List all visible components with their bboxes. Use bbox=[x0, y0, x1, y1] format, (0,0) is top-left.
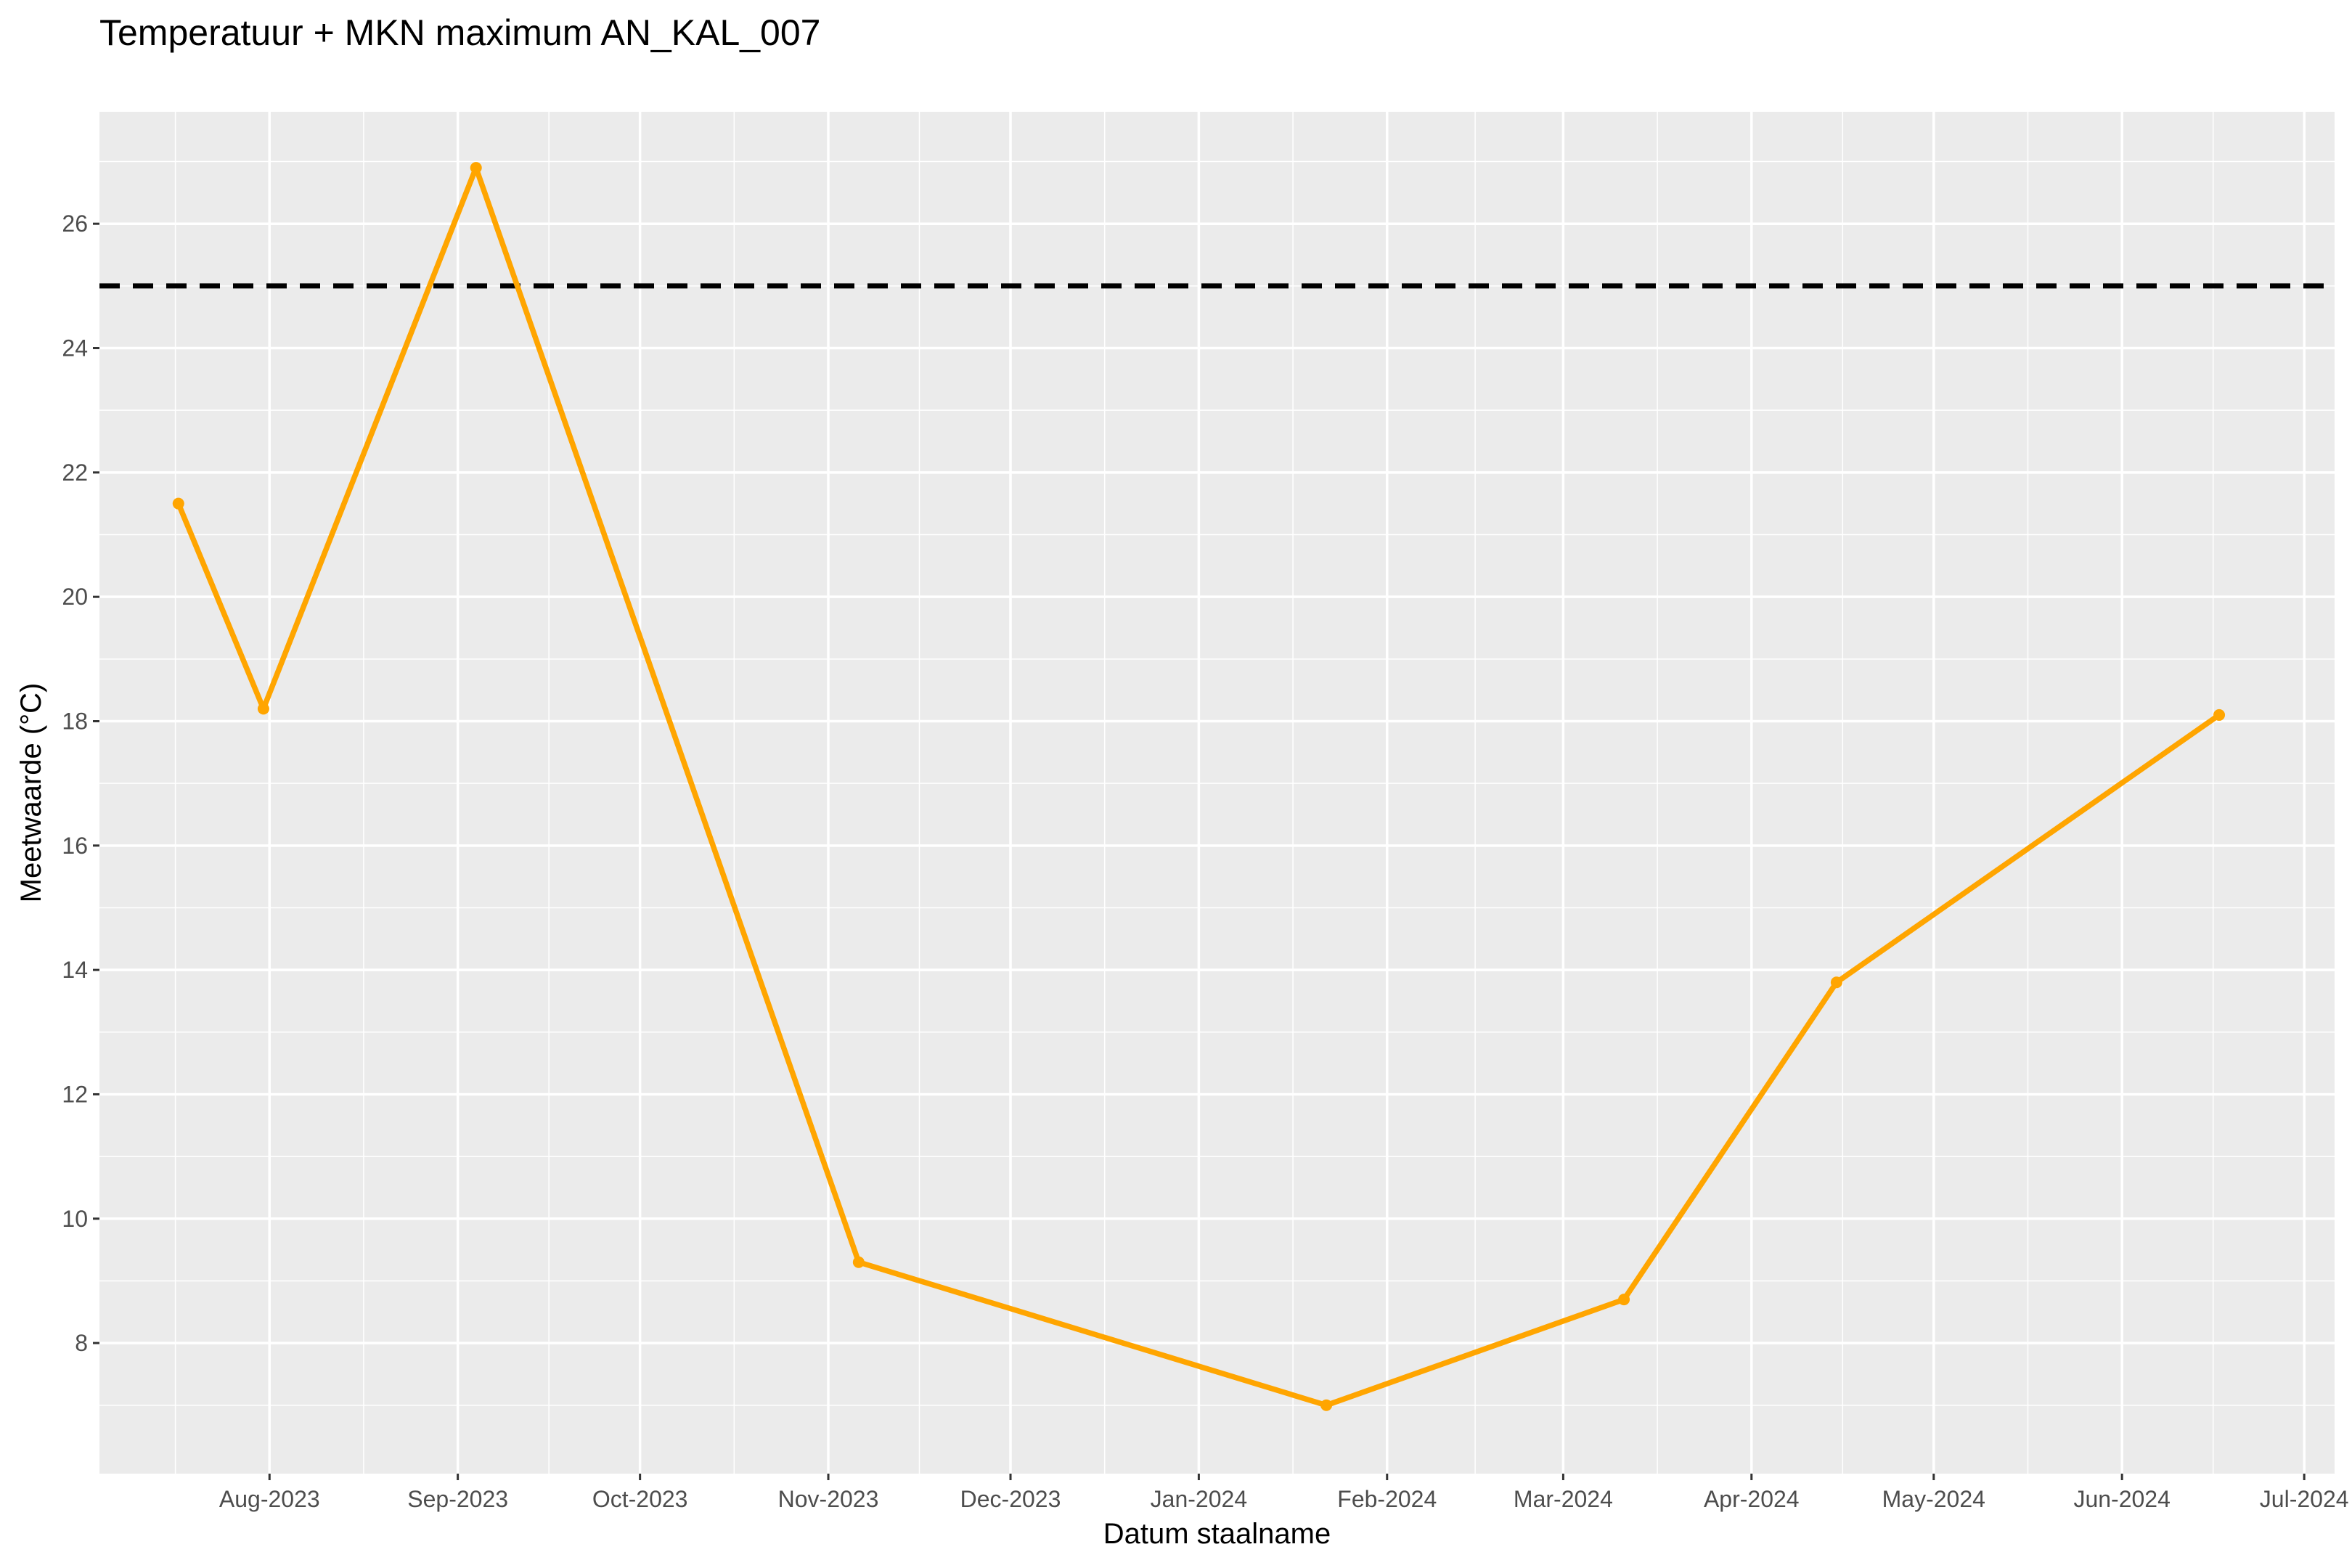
x-tick-label: Nov-2023 bbox=[778, 1486, 879, 1512]
data-point bbox=[1618, 1294, 1630, 1306]
x-tick-label: Sep-2023 bbox=[407, 1486, 508, 1512]
x-tick-label: Dec-2023 bbox=[960, 1486, 1061, 1512]
x-axis-ticks: Aug-2023 Sep-2023 Oct-2023 Nov-2023 Dec-2023… bbox=[219, 1474, 2349, 1512]
data-point bbox=[1830, 976, 1842, 989]
y-tick-label: 24 bbox=[62, 335, 88, 362]
x-tick-label: Feb-2024 bbox=[1337, 1486, 1437, 1512]
x-tick-label: Jan-2024 bbox=[1151, 1486, 1247, 1512]
y-axis-title: Meetwaarde (°C) bbox=[15, 683, 47, 903]
series-line bbox=[176, 165, 2221, 1408]
x-tick-label: Apr-2024 bbox=[1704, 1486, 1800, 1512]
y-tick-label: 22 bbox=[62, 460, 88, 486]
y-tick-label: 26 bbox=[62, 211, 88, 237]
data-point bbox=[1320, 1399, 1333, 1411]
x-tick-label: May-2024 bbox=[1882, 1486, 1985, 1512]
x-axis-title: Datum staalname bbox=[1103, 1518, 1331, 1550]
plot-panel bbox=[99, 112, 2335, 1474]
x-tick-label: Oct-2023 bbox=[592, 1486, 688, 1512]
data-point bbox=[257, 703, 269, 715]
data-point bbox=[172, 497, 184, 510]
chart-title: Temperatuur + MKN maximum AN_KAL_007 bbox=[99, 12, 820, 53]
y-tick-label: 12 bbox=[62, 1081, 88, 1107]
x-tick-label: Jun-2024 bbox=[2073, 1486, 2170, 1512]
grid-minor-y bbox=[99, 160, 2335, 1406]
y-tick-label: 18 bbox=[62, 708, 88, 734]
y-tick-label: 14 bbox=[62, 957, 88, 983]
y-tick-label: 16 bbox=[62, 833, 88, 859]
y-tick-label: 10 bbox=[62, 1206, 88, 1232]
x-tick-label: Jul-2024 bbox=[2260, 1486, 2349, 1512]
y-axis-ticks: 8 10 12 14 16 18 20 22 24 26 bbox=[62, 211, 99, 1356]
y-tick-label: 20 bbox=[62, 584, 88, 610]
series-layer bbox=[172, 162, 2226, 1411]
grid-major-x bbox=[268, 112, 2306, 1474]
x-tick-label: Aug-2023 bbox=[219, 1486, 320, 1512]
y-tick-label: 8 bbox=[75, 1330, 88, 1356]
x-tick-label: Mar-2024 bbox=[1514, 1486, 1613, 1512]
data-point bbox=[852, 1256, 865, 1268]
data-point bbox=[2213, 709, 2226, 721]
grid-minor-x bbox=[174, 112, 2214, 1474]
data-point bbox=[470, 162, 482, 174]
grid-major-y bbox=[99, 222, 2335, 1344]
